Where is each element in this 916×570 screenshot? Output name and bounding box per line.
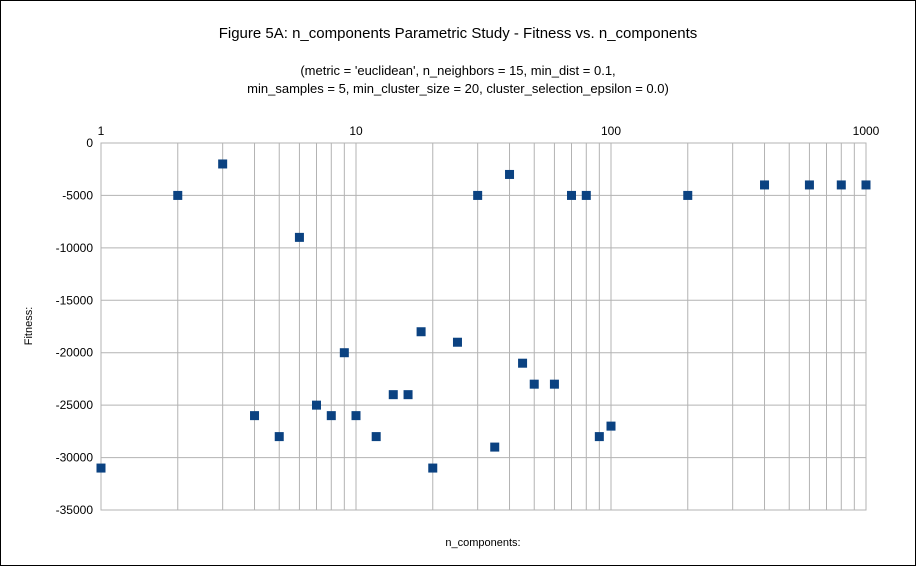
- data-points: [96, 159, 871, 473]
- y-tick-label: -30000: [56, 451, 94, 465]
- data-point: [804, 180, 814, 190]
- chart-subtitle-line-2: min_samples = 5, min_cluster_size = 20, …: [247, 81, 669, 96]
- data-point: [581, 190, 591, 200]
- data-point: [351, 411, 361, 421]
- y-tick-label: -20000: [56, 346, 94, 360]
- y-tick-label: -25000: [56, 398, 94, 412]
- data-point: [326, 411, 336, 421]
- data-point: [388, 390, 398, 400]
- data-point: [760, 180, 770, 190]
- data-point: [294, 232, 304, 242]
- y-axis-label: Fitness:: [23, 307, 35, 346]
- y-tick-label: 0: [86, 136, 93, 150]
- data-point: [518, 358, 528, 368]
- grid: [100, 142, 867, 511]
- chart-subtitle-line-1: (metric = 'euclidean', n_neighbors = 15,…: [300, 63, 615, 78]
- y-tick-label: -10000: [56, 241, 94, 255]
- data-point: [505, 169, 515, 179]
- data-point: [371, 432, 381, 442]
- data-point: [250, 411, 260, 421]
- data-point: [549, 379, 559, 389]
- chart-title: Figure 5A: n_components Parametric Study…: [219, 25, 698, 42]
- data-point: [403, 390, 413, 400]
- data-point: [173, 190, 183, 200]
- data-point: [490, 442, 500, 452]
- x-tick-label: 1: [98, 124, 105, 138]
- data-point: [683, 190, 693, 200]
- data-point: [218, 159, 228, 169]
- x-tick-label: 10: [349, 124, 363, 138]
- x-tick-label: 1000: [853, 124, 880, 138]
- data-point: [96, 463, 106, 473]
- plot-area-border: [100, 142, 867, 511]
- y-tick-label: -15000: [56, 293, 94, 307]
- data-point: [428, 463, 438, 473]
- data-point: [416, 327, 426, 337]
- data-point: [567, 190, 576, 200]
- x-axis-ticks: 1 10 100 1000: [98, 124, 880, 138]
- data-point: [312, 400, 321, 410]
- data-point: [529, 379, 539, 389]
- data-point: [473, 190, 483, 200]
- y-tick-label: -5000: [62, 188, 93, 202]
- data-point: [836, 180, 846, 190]
- data-point: [339, 348, 349, 358]
- y-tick-label: -35000: [56, 503, 94, 517]
- x-tick-label: 100: [601, 124, 621, 138]
- data-point: [594, 432, 604, 442]
- data-point: [606, 421, 616, 431]
- x-axis-label: n_components:: [445, 537, 520, 549]
- data-point: [861, 180, 871, 190]
- data-point: [274, 432, 284, 442]
- y-axis-ticks: 0 -5000 -10000 -15000 -20000 -25000 -30000 -350…: [56, 136, 94, 517]
- data-point: [452, 337, 462, 347]
